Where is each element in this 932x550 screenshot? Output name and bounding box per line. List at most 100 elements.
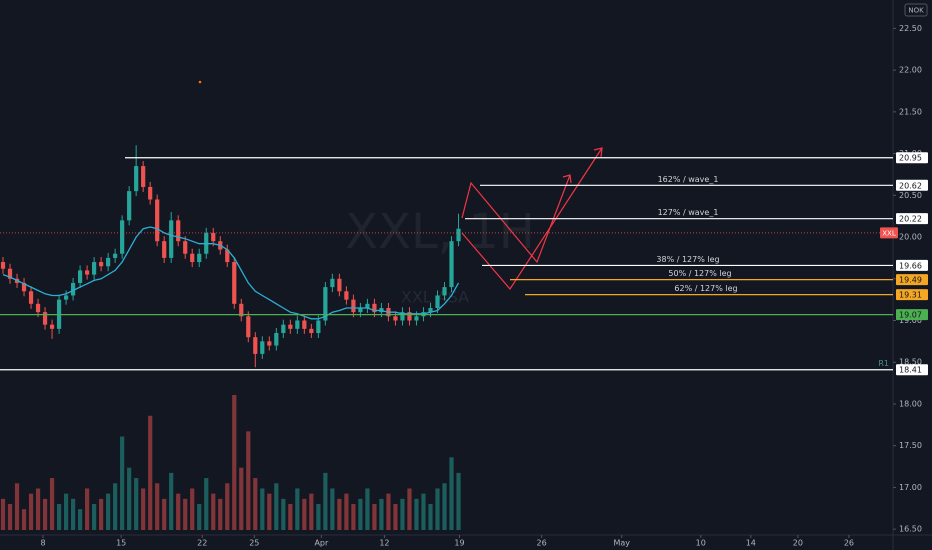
candle-body bbox=[28, 291, 34, 304]
volume-bar bbox=[127, 467, 132, 530]
level-tag-label: 19.66 bbox=[899, 261, 922, 270]
volume-bar bbox=[211, 493, 216, 530]
volume-bar bbox=[14, 483, 20, 530]
volume-bar bbox=[330, 488, 335, 530]
watermark: XXL, 1H bbox=[345, 204, 535, 260]
level-tag-label: 19.49 bbox=[899, 276, 922, 285]
candle-body bbox=[42, 312, 48, 325]
candle-body bbox=[323, 287, 328, 321]
volume-bar bbox=[407, 488, 412, 530]
y-tick-label: 18.00 bbox=[899, 399, 922, 408]
x-tick-label: 15 bbox=[116, 539, 126, 548]
candle-body bbox=[393, 316, 398, 321]
candle-body bbox=[211, 232, 216, 242]
candle-body bbox=[288, 324, 293, 329]
volume-bar bbox=[148, 415, 153, 530]
level-tag-label: 19.31 bbox=[899, 291, 922, 300]
volume-bar bbox=[134, 478, 139, 530]
candle-body bbox=[63, 295, 69, 300]
volume-bar bbox=[449, 457, 454, 530]
x-tick-label: 20 bbox=[793, 539, 803, 548]
level-tag bbox=[896, 213, 928, 225]
candle-body bbox=[120, 220, 125, 254]
candle-body bbox=[372, 303, 377, 313]
candle-body bbox=[281, 324, 286, 334]
x-tick-label: 26 bbox=[844, 539, 854, 548]
y-tick-label: 19.00 bbox=[899, 316, 922, 325]
candle-body bbox=[134, 166, 139, 192]
volume-bar bbox=[218, 498, 223, 530]
volume-bar bbox=[344, 493, 349, 530]
candle-body bbox=[169, 220, 174, 258]
volume-bar bbox=[232, 395, 237, 530]
volume-bar bbox=[190, 488, 195, 530]
volume-bar bbox=[372, 504, 377, 530]
x-tick-label: 10 bbox=[696, 539, 706, 548]
y-tick-label: 22.00 bbox=[899, 66, 922, 75]
candle-body bbox=[365, 303, 370, 308]
volume-bar bbox=[106, 493, 111, 530]
candle-body bbox=[330, 278, 335, 288]
volume-bar bbox=[309, 493, 314, 530]
candle-body bbox=[7, 268, 13, 279]
candle-body bbox=[435, 295, 440, 308]
volume-bar bbox=[92, 504, 97, 530]
candle-body bbox=[225, 249, 230, 263]
candle-body bbox=[99, 262, 104, 267]
candle-body bbox=[113, 253, 118, 258]
level-label: 127% / wave_1 bbox=[658, 208, 719, 217]
candle-body bbox=[197, 253, 202, 263]
candle-body bbox=[407, 312, 412, 321]
x-tick-label: 12 bbox=[379, 539, 389, 548]
volume-bar bbox=[56, 504, 62, 530]
volume-bar bbox=[85, 488, 90, 530]
level-tag bbox=[896, 289, 928, 301]
volume-bar bbox=[428, 504, 433, 530]
x-tick-label: 26 bbox=[537, 539, 547, 548]
candle-body bbox=[141, 166, 146, 187]
volume-bar bbox=[337, 498, 342, 530]
volume-bar bbox=[239, 467, 244, 530]
y-tick-label: 17.50 bbox=[899, 441, 922, 450]
level-tag bbox=[896, 152, 928, 164]
y-tick-label: 20.00 bbox=[899, 233, 922, 242]
volume-bar bbox=[197, 504, 202, 530]
x-tick-label: 8 bbox=[40, 539, 45, 548]
candle-body bbox=[21, 282, 27, 292]
candle-body bbox=[85, 270, 90, 275]
x-tick-label: 22 bbox=[197, 539, 207, 548]
volume-bar bbox=[225, 483, 230, 530]
marker-dot bbox=[198, 80, 202, 84]
volume-bar bbox=[70, 498, 76, 530]
candle-body bbox=[162, 241, 167, 258]
y-tick-label: 21.50 bbox=[899, 107, 922, 116]
volume-bar bbox=[169, 472, 174, 530]
level-label: 162% / wave_1 bbox=[658, 175, 719, 184]
moving-average bbox=[2, 226, 460, 320]
candle-body bbox=[449, 241, 454, 288]
candle-body bbox=[267, 341, 272, 346]
volume-bar bbox=[155, 483, 160, 530]
y-tick-label: 17.00 bbox=[899, 483, 922, 492]
candle-body bbox=[0, 262, 6, 269]
level-label: 38% / 127% leg bbox=[656, 255, 719, 264]
candle-body bbox=[35, 303, 41, 313]
volume-bar bbox=[323, 472, 328, 530]
volume-bar bbox=[260, 488, 265, 530]
candle-body bbox=[274, 333, 279, 346]
candle-body bbox=[351, 299, 356, 313]
volume-bar bbox=[253, 478, 258, 530]
volume-bar bbox=[386, 493, 391, 530]
candle-body bbox=[77, 270, 83, 283]
volume-bar bbox=[302, 498, 307, 530]
candle-body bbox=[176, 220, 181, 242]
candle-body bbox=[183, 241, 188, 254]
volume-bar bbox=[183, 498, 188, 530]
candle-body bbox=[70, 282, 76, 296]
volume-bar bbox=[393, 504, 398, 530]
volume-bar bbox=[379, 498, 384, 530]
candle-body bbox=[260, 341, 265, 354]
candle-body bbox=[337, 278, 342, 292]
